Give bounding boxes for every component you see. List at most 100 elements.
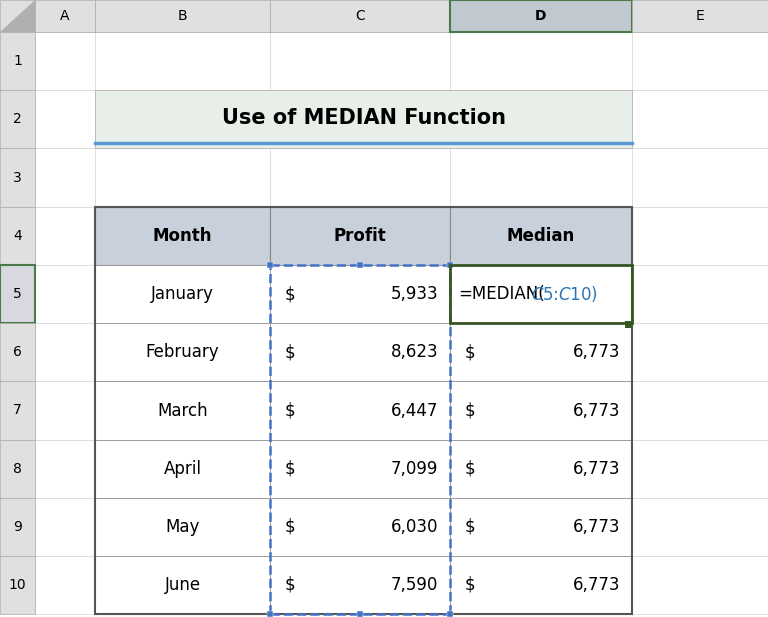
Text: $: $ [465, 460, 475, 478]
Bar [632, 148, 768, 207]
Bar [270, 265, 450, 323]
Bar [270, 440, 450, 498]
Text: 7,099: 7,099 [391, 460, 438, 478]
Bar [35, 148, 95, 207]
Bar [95, 498, 270, 556]
Text: January: January [151, 285, 214, 303]
Text: B: B [177, 9, 187, 23]
Bar [35, 32, 95, 90]
Bar [95, 498, 270, 556]
Bar [450, 0, 632, 32]
Bar [95, 148, 270, 207]
Bar [450, 556, 632, 614]
Bar [270, 207, 450, 265]
Text: 6,030: 6,030 [390, 518, 438, 536]
Text: 8: 8 [13, 462, 22, 476]
Bar [267, 262, 273, 268]
Bar [632, 323, 768, 381]
Bar [270, 498, 450, 556]
Bar [270, 265, 450, 323]
Bar [35, 498, 95, 556]
Bar [95, 32, 270, 90]
Text: Month: Month [153, 227, 212, 245]
Bar [95, 556, 270, 614]
Bar [95, 265, 270, 323]
Bar [357, 262, 362, 268]
Bar [0, 90, 35, 148]
Text: $: $ [465, 343, 475, 361]
Bar [0, 0, 35, 32]
Bar [270, 498, 450, 556]
Bar [35, 0, 95, 32]
Bar [95, 207, 632, 614]
Text: C: C [355, 9, 365, 23]
Bar [270, 90, 450, 148]
Text: $: $ [285, 343, 296, 361]
Text: =MEDIAN(: =MEDIAN( [458, 285, 545, 303]
Bar [270, 323, 450, 381]
Bar [450, 440, 632, 498]
Text: 6,773: 6,773 [572, 402, 620, 420]
Bar [632, 32, 768, 90]
Bar [270, 381, 450, 440]
Bar [450, 32, 632, 90]
Bar [95, 381, 270, 440]
Bar [632, 556, 768, 614]
Bar [95, 323, 270, 381]
Text: $: $ [285, 285, 296, 303]
Bar [450, 207, 632, 265]
Text: 5: 5 [13, 287, 22, 301]
Text: 6,773: 6,773 [572, 343, 620, 361]
Bar [270, 0, 450, 32]
Bar [270, 556, 450, 614]
Bar [0, 440, 35, 498]
Text: A: A [60, 9, 70, 23]
Text: Use of MEDIAN Function: Use of MEDIAN Function [221, 107, 505, 128]
Bar [35, 323, 95, 381]
Bar [95, 556, 270, 614]
Bar [95, 207, 270, 265]
Bar [632, 265, 768, 323]
Bar [450, 90, 632, 148]
Bar [632, 0, 768, 32]
Bar [450, 556, 632, 614]
Bar [267, 611, 273, 617]
Text: 1: 1 [13, 54, 22, 68]
Text: $: $ [465, 402, 475, 420]
Text: 3: 3 [13, 170, 22, 184]
Bar [95, 0, 270, 32]
Bar [450, 323, 632, 381]
Text: May: May [165, 518, 200, 536]
Bar [0, 32, 35, 90]
Text: 7,590: 7,590 [391, 576, 438, 594]
Bar [270, 32, 450, 90]
Bar [270, 323, 450, 381]
Bar [450, 498, 632, 556]
Bar [95, 207, 270, 265]
Text: $C$5:$C$10): $C$5:$C$10) [531, 284, 598, 304]
Bar [0, 381, 35, 440]
Bar [270, 440, 450, 498]
Bar [95, 90, 632, 148]
Text: 6,773: 6,773 [572, 576, 620, 594]
Bar [450, 440, 632, 498]
Bar [35, 265, 95, 323]
Bar [450, 265, 632, 323]
Text: D: D [535, 9, 547, 23]
Bar [625, 320, 633, 328]
Bar [450, 148, 632, 207]
Bar [450, 381, 632, 440]
Text: March: March [157, 402, 208, 420]
Bar [450, 265, 632, 323]
Text: 7: 7 [13, 404, 22, 418]
Bar [450, 207, 632, 265]
Bar [632, 207, 768, 265]
Bar [0, 265, 35, 323]
Text: $: $ [285, 460, 296, 478]
Text: 2: 2 [13, 112, 22, 126]
Polygon shape [0, 0, 35, 32]
Bar [450, 498, 632, 556]
Bar [0, 498, 35, 556]
Bar [35, 440, 95, 498]
Bar [270, 207, 450, 265]
